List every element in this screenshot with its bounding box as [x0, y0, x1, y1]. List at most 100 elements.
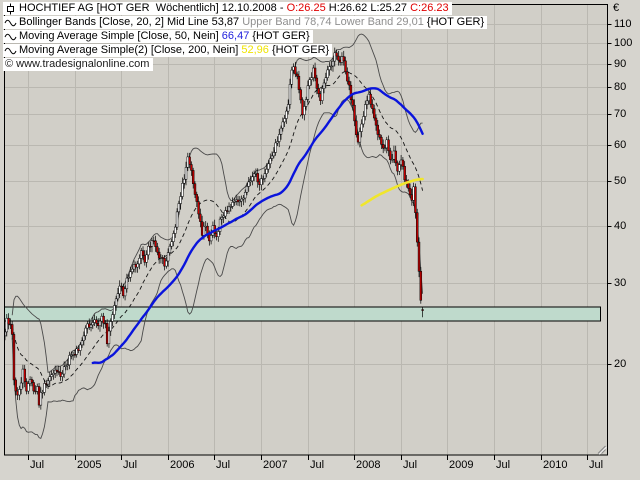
copyright: © www.tradesignalonline.com: [3, 58, 154, 71]
candle-body: [285, 110, 288, 119]
candle-body: [373, 108, 376, 119]
candle-body: [30, 379, 34, 383]
candle-body: [331, 60, 335, 67]
candle-body: [131, 268, 134, 273]
candlestick-icon: [7, 3, 14, 14]
candle-body: [249, 180, 252, 183]
candle-body: [294, 66, 297, 75]
candle-body: [380, 136, 383, 145]
candle-body: [231, 202, 234, 207]
candle-body: [116, 293, 120, 300]
candle-body: [313, 67, 317, 79]
candle-body: [247, 181, 250, 187]
candle-body: [18, 389, 21, 396]
legend-text-segment: Moving Average Simple [Close, 50, Nein]: [19, 30, 222, 42]
wave-icon: [4, 33, 17, 40]
candle-body: [184, 167, 188, 180]
candle-body: [43, 383, 46, 393]
candle-body: [147, 246, 150, 256]
legend-row[interactable]: Moving Average Simple [Close, 50, Nein] …: [3, 30, 313, 43]
candle-body: [61, 373, 64, 377]
candle-body: [175, 211, 179, 228]
candle-body: [70, 355, 73, 357]
candle-body: [355, 120, 358, 136]
candle-body: [125, 277, 129, 290]
candle-body: [107, 330, 111, 345]
candle-body: [383, 147, 387, 150]
wave-icon: [4, 47, 17, 54]
candle-body: [414, 186, 417, 213]
legend-text-segment: O:26.25: [286, 2, 326, 14]
candlestick-series: [4, 47, 424, 410]
candle-body: [270, 155, 274, 159]
candle-body: [276, 141, 279, 144]
candle-body: [326, 69, 329, 78]
candle-body: [238, 200, 241, 203]
candle-body: [157, 251, 161, 259]
candle-body: [154, 240, 157, 247]
candle-body: [82, 335, 86, 341]
candle-body: [398, 164, 401, 172]
bollinger-mid-line: [11, 71, 424, 387]
candle-body: [245, 186, 249, 193]
candle-body: [295, 73, 299, 77]
candle-body: [387, 139, 390, 152]
chart-series: [4, 33, 424, 439]
legend-row[interactable]: HOCHTIEF AG [HOT GER Wöchentlich] 12.10.…: [3, 2, 452, 15]
legend-text-segment: Moving Average Simple(2) [Close, 200, Ne…: [19, 44, 242, 56]
candle-body: [136, 263, 139, 268]
candle-body: [102, 315, 105, 324]
candle-body: [242, 197, 245, 200]
candle-body: [263, 173, 267, 179]
candle-body: [138, 258, 141, 265]
candle-body: [62, 366, 66, 375]
legend-text-segment: 52,96: [241, 44, 269, 56]
legend-row[interactable]: Moving Average Simple(2) [Close, 200, Ne…: [3, 44, 333, 57]
candle-body: [229, 206, 233, 208]
candle-body: [288, 84, 292, 105]
candle-body: [281, 121, 285, 129]
candle-body: [403, 166, 406, 181]
candle-body: [129, 271, 132, 278]
candle-body: [188, 156, 191, 165]
candle-body: [50, 374, 53, 377]
candle-body: [209, 235, 213, 242]
candle-body: [401, 159, 405, 167]
candle-body: [222, 215, 225, 218]
candle-body: [177, 203, 181, 213]
candle-body: [267, 163, 270, 170]
candle-body: [52, 372, 55, 375]
candle-body: [190, 164, 193, 171]
candle-body: [304, 99, 308, 107]
candle-body: [174, 226, 177, 234]
candle-body: [39, 392, 43, 406]
candle-body: [156, 246, 159, 253]
legend-text-segment: {HOT GER}: [268, 44, 330, 56]
candle-body: [321, 88, 324, 101]
candle-body: [337, 55, 340, 61]
candle-body: [166, 252, 170, 262]
candle-body: [369, 93, 372, 105]
legend-text-segment: HOCHTIEF AG [HOT GER Wöchentlich] 12.10.…: [19, 2, 287, 14]
candle-body: [330, 65, 333, 68]
candle-body: [181, 183, 184, 197]
candle-body: [220, 217, 224, 220]
candle-body: [353, 104, 356, 122]
candle-body: [64, 365, 68, 367]
candle-body: [202, 226, 206, 236]
resize-grip[interactable]: [597, 445, 607, 455]
candle-body: [224, 210, 227, 217]
candle-body: [365, 100, 369, 105]
candle-body: [416, 212, 419, 243]
candle-body: [310, 77, 313, 80]
candle-body: [10, 324, 14, 335]
legend-row[interactable]: Bollinger Bands [Close, 20, 2] Mid Line …: [3, 16, 488, 29]
candle-body: [27, 383, 30, 392]
candle-body: [66, 364, 69, 366]
candle-body: [91, 322, 95, 326]
candle-body: [165, 260, 168, 267]
candle-body: [161, 257, 164, 259]
candle-body: [193, 183, 197, 195]
